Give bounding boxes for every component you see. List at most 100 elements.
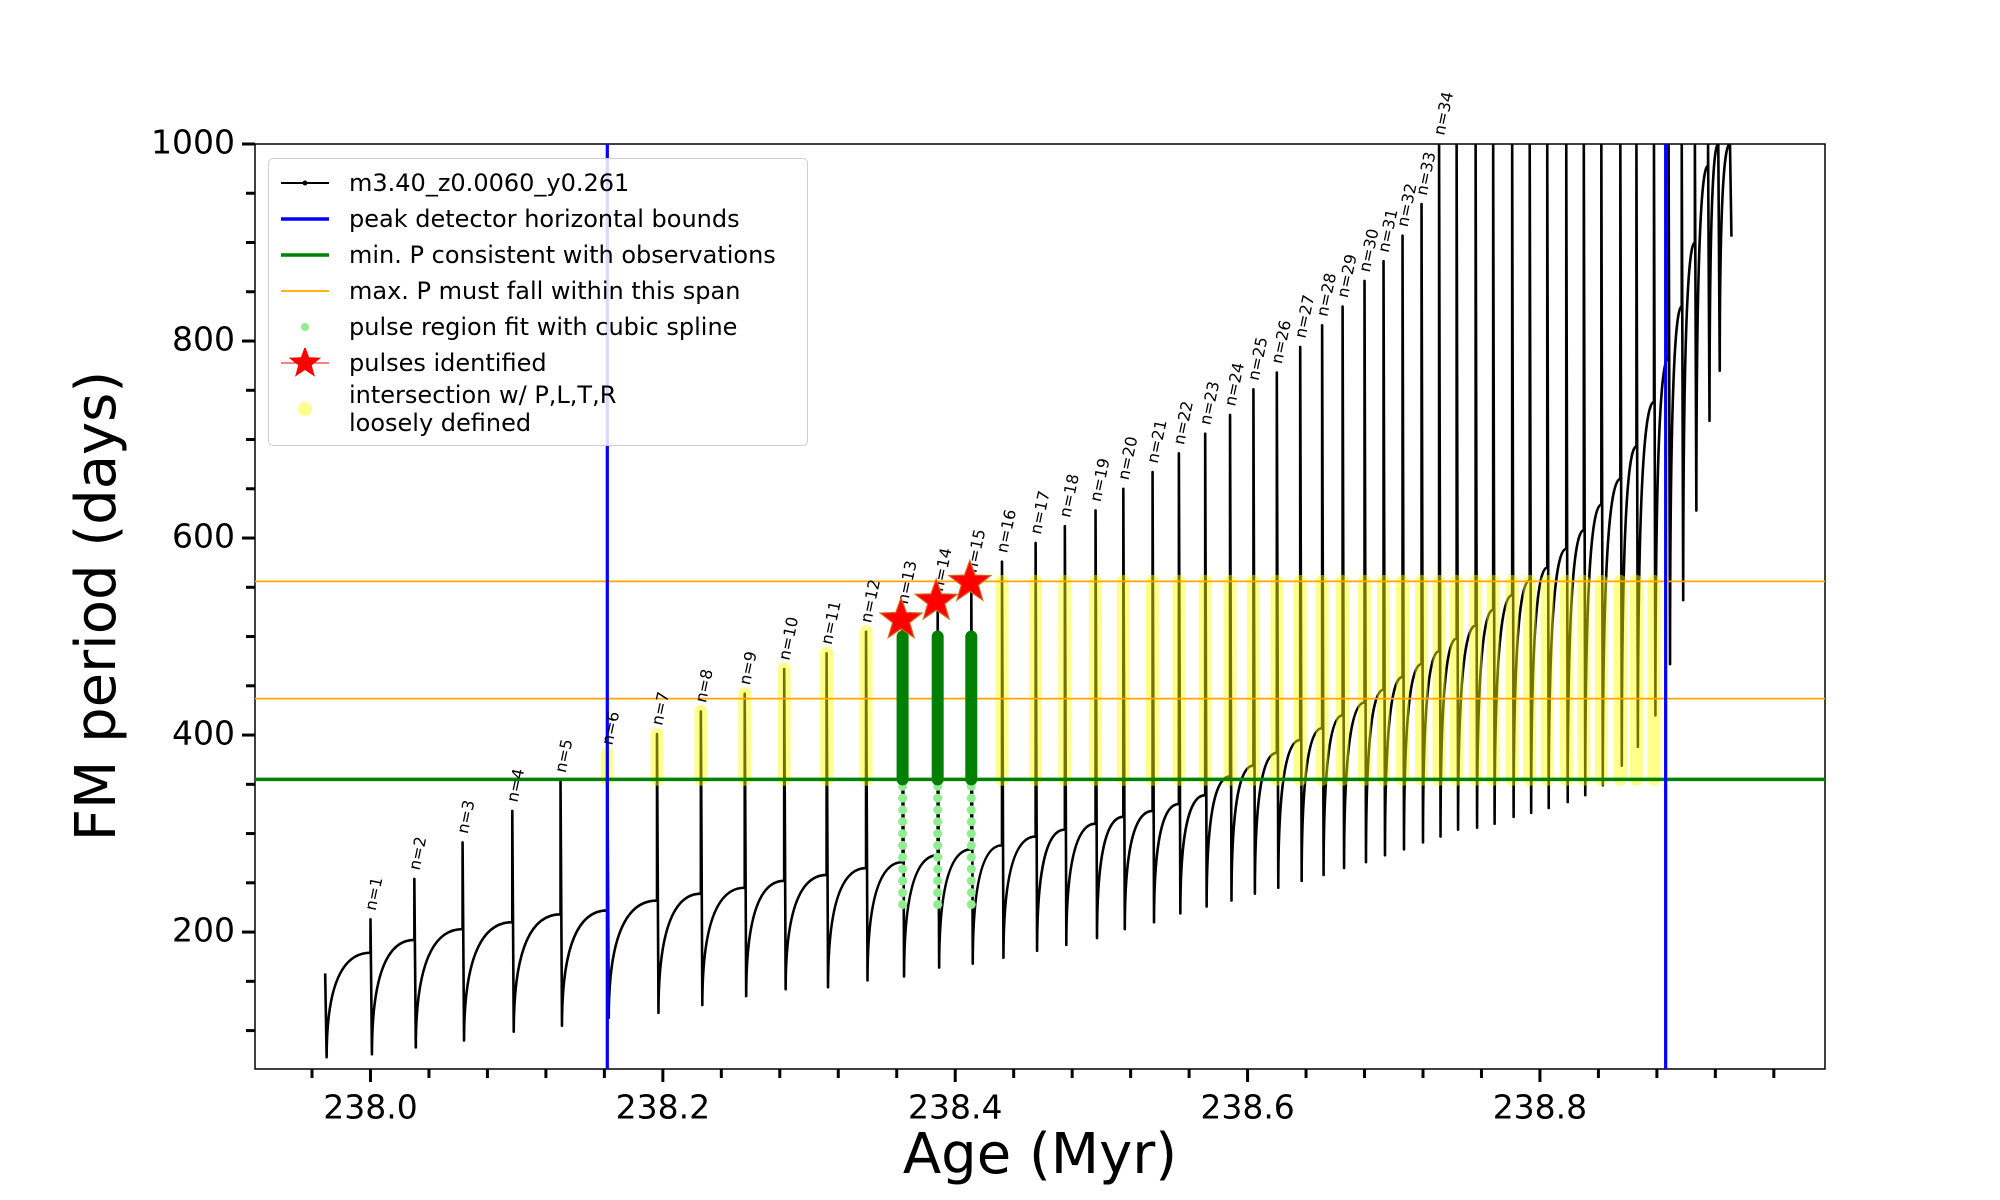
pulse-label: n=20 [1114, 435, 1142, 482]
y-tick-label: 1000 [151, 123, 235, 162]
pulse-label: n=26 [1267, 318, 1295, 365]
legend-symbol [298, 402, 312, 416]
pulse-star [913, 577, 959, 621]
legend-label: pulses identified [349, 349, 547, 377]
spline-point [933, 805, 943, 815]
spline-point [898, 899, 908, 909]
legend-symbol [288, 348, 322, 377]
spline-point [933, 876, 943, 886]
legend-label: max. P must fall within this span [349, 277, 741, 305]
legend-entry: max. P must fall within this span [279, 273, 797, 309]
pulse-label: n=7 [647, 690, 673, 727]
pulse-label: n=17 [1026, 489, 1054, 536]
legend-handle [301, 323, 309, 331]
pulse-label: n=21 [1143, 418, 1171, 465]
legend-label: peak detector horizontal bounds [349, 205, 740, 233]
pulse-label: n=9 [735, 650, 761, 687]
x-tick-label: 238.6 [1200, 1088, 1294, 1127]
layer-scatter [896, 630, 978, 909]
legend-entry: pulse region fit with cubic spline [279, 309, 797, 345]
x-axis-label: Age (Myr) [903, 1122, 1177, 1187]
legend-handle [281, 290, 329, 292]
pulse-label: n=18 [1055, 472, 1083, 519]
legend-handle [281, 217, 329, 221]
legend-symbol [302, 180, 308, 186]
spline-point [966, 888, 976, 898]
legend-entry: min. P consistent with observations [279, 237, 797, 273]
legend-label: intersection w/ P,L,T,R loosely defined [349, 381, 617, 437]
spline-point [966, 899, 976, 909]
x-tick-label: 238.4 [908, 1088, 1002, 1127]
pulse-label: n=19 [1086, 456, 1114, 503]
layer-column [600, 574, 1661, 786]
legend-label: min. P consistent with observations [349, 241, 776, 269]
spline-point [966, 840, 976, 850]
y-tick-label: 800 [172, 320, 235, 359]
spline-point [898, 864, 908, 874]
legend-label: pulse region fit with cubic spline [349, 313, 738, 341]
data-line [323, 144, 1733, 1059]
legend-handle [298, 402, 312, 416]
pulse-label: n=3 [453, 798, 479, 835]
layer-star [878, 558, 993, 640]
pulse-label: n=2 [405, 835, 431, 872]
pulse-label: n=23 [1196, 380, 1224, 427]
pulse-label: n=27 [1291, 293, 1319, 340]
pulse-label: n=11 [817, 599, 845, 646]
spline-point [898, 888, 908, 898]
pulse-label: n=14 [928, 546, 956, 593]
spline-point [898, 876, 908, 886]
spline-point [898, 829, 908, 839]
spline-point [898, 852, 908, 862]
pulse-label: n=5 [551, 737, 577, 774]
pulse-label: n=13 [893, 559, 921, 606]
pulse-label: n=33 [1412, 150, 1440, 197]
legend-entry: m3.40_z0.0060_y0.261 [279, 165, 797, 201]
legend-entry: intersection w/ P,L,T,R loosely defined [279, 381, 797, 437]
pulse-label: n=6 [598, 710, 624, 747]
legend-handle [281, 180, 329, 186]
pulse-label: n=4 [503, 767, 529, 804]
spline-point [933, 840, 943, 850]
pulse-label: n=34 [1429, 90, 1457, 137]
pulse-label: n=12 [856, 578, 884, 625]
legend-entry: peak detector horizontal bounds [279, 201, 797, 237]
legend-label: m3.40_z0.0060_y0.261 [349, 169, 630, 197]
y-tick-label: 200 [172, 911, 235, 950]
y-tick-label: 400 [172, 714, 235, 753]
pulse-label: n=1 [361, 875, 387, 912]
legend-entry: pulses identified [279, 345, 797, 381]
spline-point [933, 852, 943, 862]
pulse-star [878, 596, 924, 640]
spline-point [933, 864, 943, 874]
legend-symbol [301, 323, 309, 331]
x-tick-label: 238.0 [323, 1088, 417, 1127]
legend-handle [281, 253, 329, 257]
spline-point [933, 793, 943, 803]
pulse-label: n=10 [775, 615, 803, 662]
pulse-star [947, 558, 993, 602]
spline-point [966, 864, 976, 874]
spline-point [898, 793, 908, 803]
x-tick-label: 238.8 [1493, 1088, 1587, 1127]
spline-point [898, 840, 908, 850]
spline-point [933, 899, 943, 909]
pulse-label: n=22 [1169, 399, 1197, 446]
spline-point [933, 829, 943, 839]
pulse-label: n=16 [992, 508, 1020, 555]
legend-handle [281, 348, 329, 377]
layer-line [323, 144, 1733, 1059]
plot-frame [254, 143, 1826, 1070]
y-axis-label: FM period (days) [64, 371, 129, 841]
spline-point [966, 793, 976, 803]
spline-point [966, 876, 976, 886]
y-tick-label: 600 [172, 517, 235, 556]
x-tick-label: 238.2 [616, 1088, 710, 1127]
pulse-label: n=24 [1220, 361, 1248, 408]
pulse-label: n=15 [962, 527, 990, 574]
spline-point [898, 817, 908, 827]
spline-point [966, 817, 976, 827]
